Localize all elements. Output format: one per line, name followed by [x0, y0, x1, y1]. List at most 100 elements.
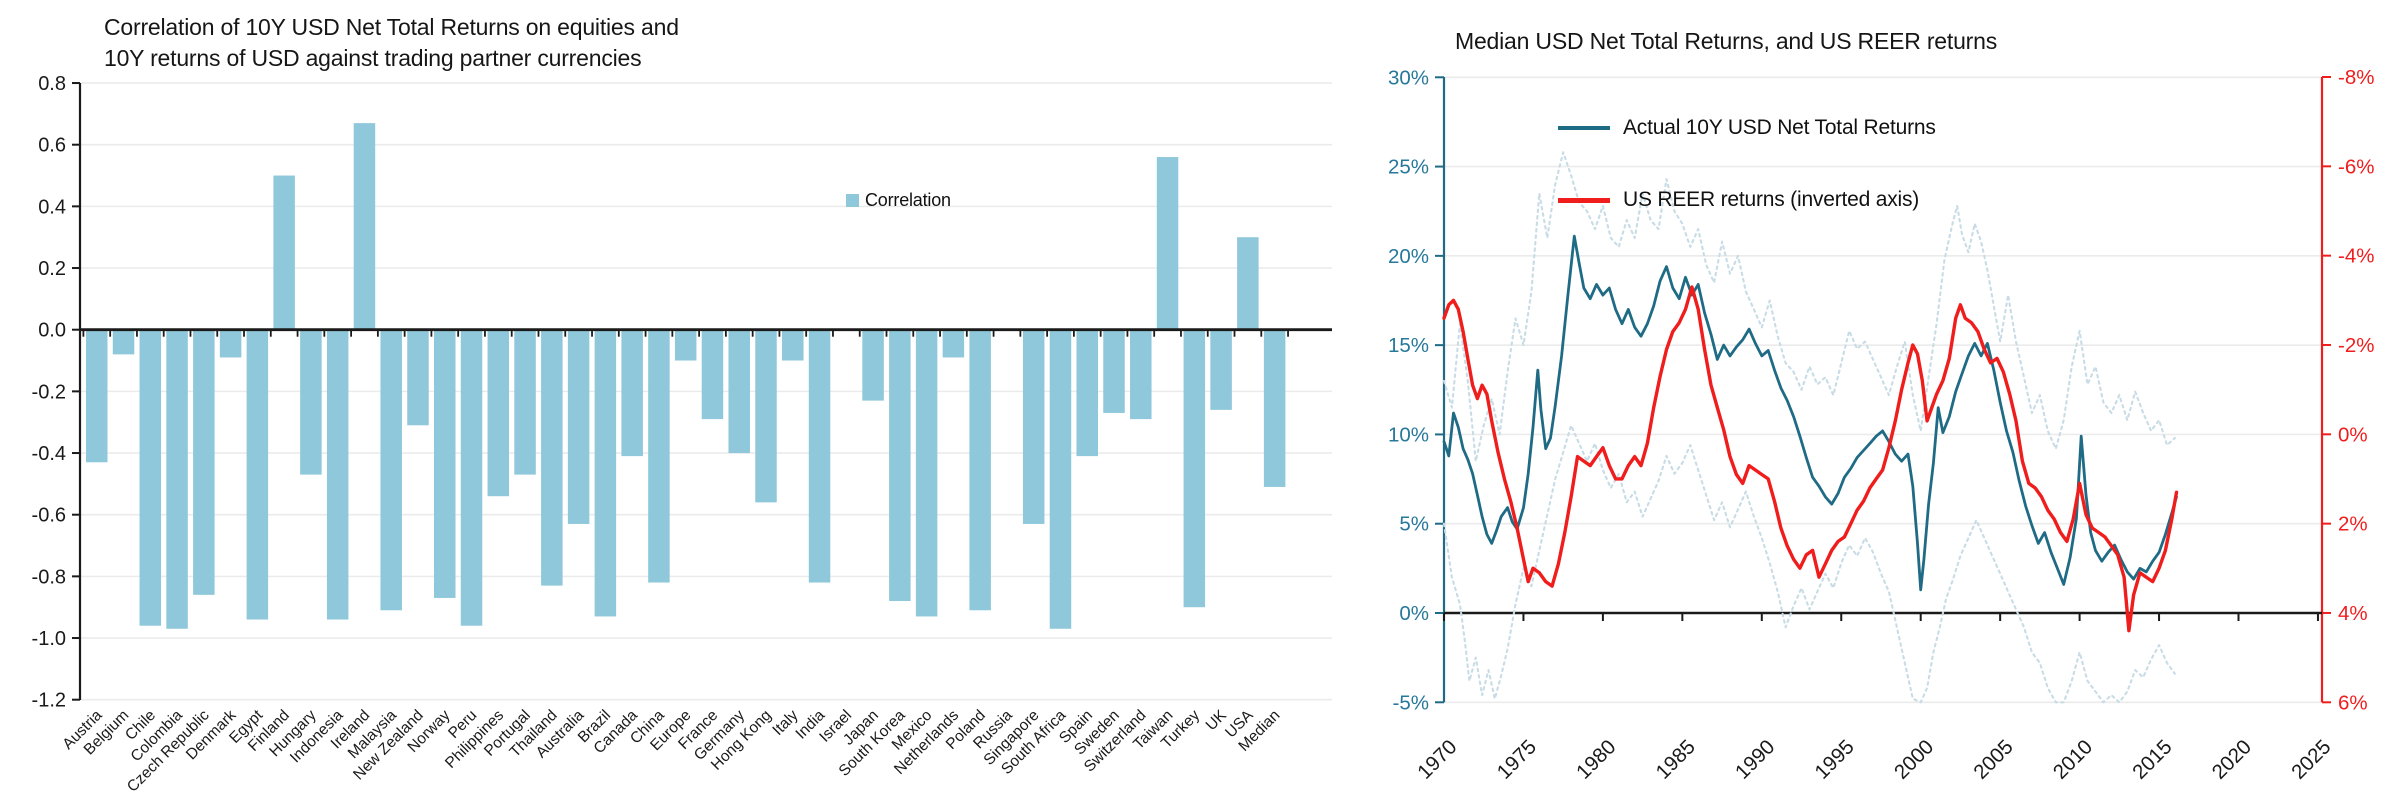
left-y-tick-label: 0.4: [38, 196, 66, 218]
left-y-tick-label: 0.2: [38, 258, 66, 280]
bar-europe: [674, 329, 697, 361]
bar-denmark: [219, 329, 242, 358]
bar-turkey: [1183, 329, 1206, 608]
bar-finland: [273, 175, 295, 330]
left-y-tick-label: 0.6: [38, 135, 66, 157]
bar-new-zealand: [407, 329, 429, 426]
bar-usa: [1237, 237, 1259, 330]
left-y-tick-label: 0.8: [38, 73, 66, 95]
bar-philippines: [487, 329, 510, 497]
reer-returns-legend-label: US REER returns (inverted axis): [1623, 188, 1920, 211]
bar-italy: [782, 329, 804, 361]
bar-spain: [1076, 329, 1098, 457]
right-right-axis-label: 0%: [2338, 423, 2368, 446]
right-right-axis-label: -2%: [2338, 334, 2374, 357]
right-right-axis-label: 2%: [2338, 513, 2368, 536]
bar-japan: [862, 329, 884, 401]
right-x-tick-label: 1970: [1413, 735, 1462, 784]
bar-hungary: [300, 329, 322, 475]
bar-sweden: [1103, 329, 1125, 413]
right-x-tick-label: 2010: [2049, 735, 2098, 784]
series-actual-10y-usd-net-total-returns: [1442, 234, 2178, 592]
bar-ireland: [353, 123, 376, 330]
bar-uk: [1210, 329, 1232, 410]
right-chart-title: Median USD Net Total Returns, and US REE…: [1455, 26, 1997, 57]
series-range-lower-dotted: [1442, 424, 2176, 704]
bar-poland: [969, 329, 991, 611]
bar-netherlands: [942, 329, 965, 358]
bar-egypt: [246, 329, 269, 620]
bar-switzerland: [1130, 329, 1152, 420]
bar-czech-republic: [193, 329, 215, 595]
bar-south-africa: [1049, 329, 1072, 629]
bar-peru: [460, 329, 483, 626]
bar-belgium: [112, 329, 135, 355]
bar-india: [808, 329, 831, 583]
actual-returns-legend-line: [1558, 126, 1610, 130]
bar-south-korea: [889, 329, 911, 602]
right-x-tick-label: 2015: [2128, 735, 2177, 784]
bar-canada: [621, 329, 643, 457]
bar-colombia: [166, 329, 188, 629]
right-right-axis-label: 4%: [2338, 602, 2368, 625]
bar-chile: [139, 329, 162, 626]
series-range-upper-dotted: [1442, 151, 2176, 463]
left-y-tick-label: -1.2: [32, 690, 66, 712]
left-bar-chart: 0.80.60.40.20.0-0.2-0.4-0.6-0.8-1.0-1.2A…: [32, 73, 1332, 796]
bar-china: [648, 329, 670, 583]
bar-malaysia: [380, 329, 402, 611]
correlation-legend-label: Correlation: [865, 190, 951, 210]
right-left-axis-label: -5%: [1393, 691, 1429, 714]
bar-indonesia: [326, 329, 349, 620]
left-chart-title: Correlation of 10Y USD Net Total Returns…: [104, 12, 679, 74]
right-x-tick-label: 2020: [2208, 735, 2257, 784]
right-legend-actual-returns: Actual 10Y USD Net Total Returns: [1558, 116, 1936, 140]
right-x-tick-label: 1995: [1810, 735, 1859, 784]
right-left-axis-label: 10%: [1388, 423, 1429, 446]
correlation-legend-swatch: [846, 194, 859, 207]
bar-brazil: [594, 329, 617, 617]
left-y-tick-label: 0.0: [38, 320, 66, 342]
right-x-tick-label: 1980: [1572, 735, 1621, 784]
bar-taiwan: [1156, 157, 1179, 330]
reer-returns-legend-line: [1558, 197, 1610, 203]
left-y-tick-label: -0.4: [32, 443, 66, 465]
bar-hong-kong: [755, 329, 777, 503]
right-left-axis-label: 30%: [1388, 66, 1429, 89]
right-left-axis-label: 5%: [1399, 513, 1429, 536]
left-chart-title-line2: 10Y returns of USD against trading partn…: [104, 45, 642, 71]
bar-mexico: [915, 329, 938, 617]
right-x-tick-label: 2025: [2287, 735, 2336, 784]
bar-norway: [434, 329, 456, 598]
bar-australia: [567, 329, 590, 524]
series-us-reer-returns: [1442, 285, 2179, 633]
left-y-tick-label: -0.6: [32, 505, 66, 527]
bar-singapore: [1022, 329, 1045, 524]
right-left-axis-label: 0%: [1399, 602, 1429, 625]
right-line-chart: 30% 25% 20% 15% 10% 5% 0% -5% -8% -6% -4% -2% 0% 2% 4%…: [1388, 66, 2375, 784]
right-left-axis-label: 15%: [1388, 334, 1429, 357]
bar-thailand: [541, 329, 563, 586]
bar-median: [1263, 329, 1286, 487]
left-y-tick-label: -1.0: [32, 628, 66, 650]
right-right-axis-label: -6%: [2338, 155, 2374, 178]
right-right-axis-label: -4%: [2338, 245, 2374, 268]
bar-portugal: [514, 329, 536, 475]
right-x-tick-label: 1990: [1731, 735, 1780, 784]
bar-germany: [728, 329, 750, 454]
right-x-tick-label: 1975: [1492, 735, 1541, 784]
right-left-axis-label: 25%: [1388, 156, 1429, 179]
right-x-tick-label: 1985: [1651, 735, 1700, 784]
left-y-tick-label: -0.8: [32, 566, 66, 588]
right-right-axis-label: 6%: [2338, 691, 2368, 714]
right-left-axis-label: 20%: [1388, 245, 1429, 268]
right-right-axis-label: -8%: [2338, 66, 2374, 89]
right-x-tick-label: 2000: [1890, 735, 1939, 784]
bar-france: [701, 329, 724, 420]
actual-returns-legend-label: Actual 10Y USD Net Total Returns: [1623, 116, 1936, 139]
left-chart-legend: Correlation: [846, 190, 951, 211]
left-chart-title-line1: Correlation of 10Y USD Net Total Returns…: [104, 14, 679, 40]
left-y-tick-label: -0.2: [32, 381, 66, 403]
